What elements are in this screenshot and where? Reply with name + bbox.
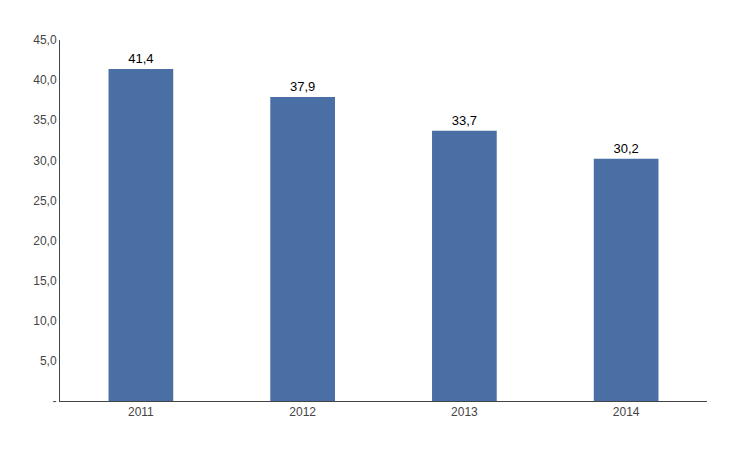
svg-text:45,0: 45,0 [33,33,57,47]
svg-text:15,0: 15,0 [33,274,57,288]
svg-text:20,0: 20,0 [33,234,57,248]
svg-text:33,7: 33,7 [452,113,477,128]
svg-text:41,4: 41,4 [128,51,153,66]
svg-text:30,0: 30,0 [33,154,57,168]
svg-text:37,9: 37,9 [290,79,315,94]
svg-text:2014: 2014 [613,405,640,419]
svg-text:35,0: 35,0 [33,113,57,127]
svg-text:25,0: 25,0 [33,194,57,208]
svg-text:5,0: 5,0 [40,354,57,368]
svg-text:2012: 2012 [289,405,316,419]
svg-text:-: - [53,394,57,408]
svg-text:30,2: 30,2 [613,141,638,156]
svg-text:40,0: 40,0 [33,73,57,87]
svg-text:2013: 2013 [451,405,478,419]
svg-text:2011: 2011 [128,405,154,419]
svg-text:10,0: 10,0 [33,314,57,328]
